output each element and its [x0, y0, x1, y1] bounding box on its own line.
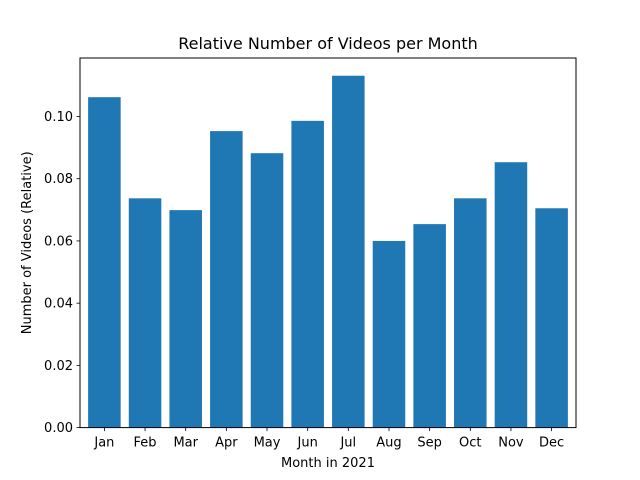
x-tick-label-jan: Jan: [93, 436, 114, 451]
x-tick-label-mar: Mar: [173, 436, 198, 451]
bar-dec: [535, 208, 568, 428]
x-tick-label-dec: Dec: [539, 436, 564, 451]
bars-group: [88, 75, 568, 428]
bar-jun: [291, 120, 324, 428]
y-axis: 0.00 0.02 0.04 0.06 0.08 0.10: [44, 110, 80, 436]
bar-feb: [128, 198, 162, 428]
chart-title: Relative Number of Videos per Month: [178, 34, 478, 53]
bar-mar: [169, 210, 202, 428]
plot-frame: [79, 57, 577, 429]
y-tick-label: 0.10: [44, 110, 73, 125]
x-tick-label-oct: Oct: [459, 436, 481, 451]
x-tick-label-may: May: [254, 436, 281, 451]
y-tick-label: 0.00: [44, 421, 73, 436]
bar-jan: [88, 97, 121, 428]
x-tick-label-jul: Jul: [339, 436, 356, 451]
x-tick-label-sep: Sep: [417, 436, 442, 451]
bar-nov: [494, 162, 528, 428]
y-tick-label: 0.08: [44, 172, 73, 187]
x-axis-label: Month in 2021: [281, 456, 375, 471]
bar-aug: [372, 240, 406, 428]
y-axis-label: Number of Videos (Relative): [20, 151, 35, 334]
y-tick-label: 0.04: [44, 297, 73, 312]
bar-sep: [413, 224, 446, 428]
x-tick-label-feb: Feb: [134, 436, 157, 451]
bar-apr: [210, 131, 243, 428]
x-axis: Jan Feb Mar Apr May Jun Jul Aug Sep Oct Nov Dec: [93, 427, 564, 451]
y-tick-label: 0.02: [44, 359, 73, 374]
x-tick-label-nov: Nov: [498, 436, 524, 451]
x-tick-label-aug: Aug: [376, 436, 401, 451]
bar-jul: [332, 75, 365, 428]
x-tick-label-apr: Apr: [215, 436, 238, 451]
bar-oct: [454, 198, 487, 428]
x-tick-label-jun: Jun: [297, 436, 318, 451]
y-tick-label: 0.06: [44, 234, 73, 249]
bar-may: [250, 153, 284, 428]
